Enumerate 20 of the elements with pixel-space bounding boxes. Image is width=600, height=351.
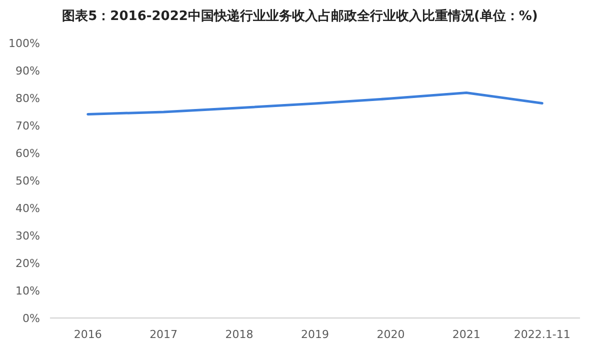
y-tick-label: 100% — [8, 36, 40, 50]
y-tick-label: 30% — [16, 229, 40, 242]
x-tick-label: 2016 — [74, 328, 102, 341]
y-tick-label: 60% — [16, 146, 40, 160]
x-tick-label: 2021 — [452, 328, 480, 341]
x-tick-label: 2020 — [376, 328, 405, 341]
y-tick-label: 0% — [22, 312, 40, 325]
x-tick-label: 2017 — [150, 328, 178, 341]
line-series — [86, 92, 544, 116]
y-tick-label: 40% — [16, 202, 40, 215]
y-tick-label: 10% — [16, 284, 40, 298]
y-tick-label: 80% — [16, 92, 40, 105]
x-tick-label: 2022.1-11 — [514, 328, 570, 341]
y-tick-label: 20% — [16, 256, 40, 270]
chart-title: 图表5：2016-2022中国快递行业业务收入占邮政全行业收入比重情况(单位：%) — [62, 8, 538, 24]
y-tick-label: 50% — [16, 174, 40, 188]
x-tick-label: 2018 — [225, 328, 254, 341]
x-tick-label: 2019 — [301, 328, 329, 341]
y-tick-label: 90% — [16, 64, 40, 78]
y-tick-label: 70% — [16, 119, 40, 132]
